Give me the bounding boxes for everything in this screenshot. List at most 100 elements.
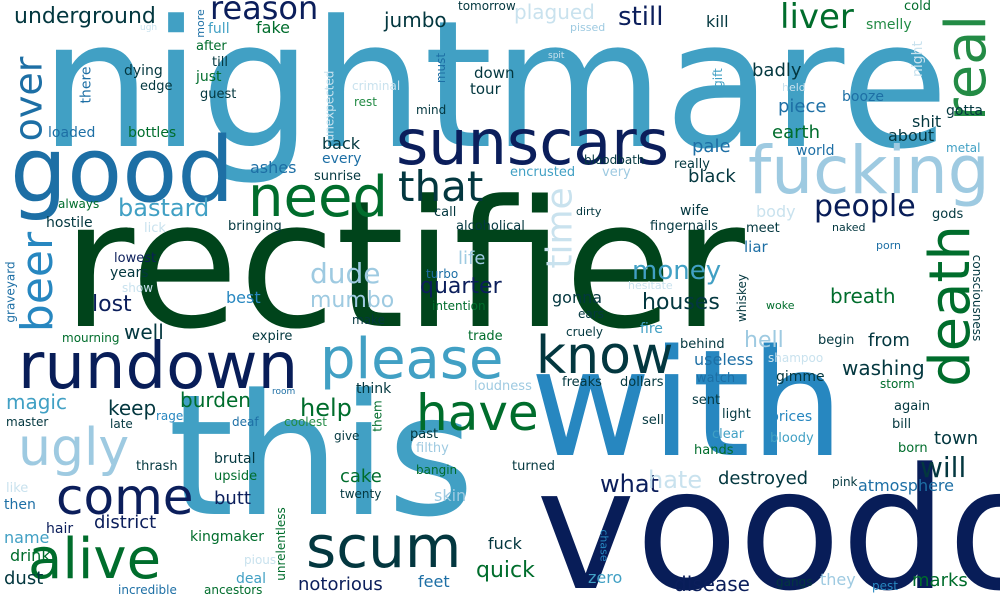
word: storm	[880, 377, 915, 391]
word: hate	[648, 466, 703, 494]
word: after	[196, 39, 227, 54]
word: really	[674, 157, 710, 172]
word: about	[888, 126, 935, 145]
word: give	[334, 429, 360, 443]
word: back	[322, 134, 361, 153]
word: gangs	[776, 575, 813, 589]
word: pink	[832, 475, 858, 489]
word: every	[322, 151, 362, 167]
word: best	[226, 288, 261, 307]
word: just	[196, 69, 222, 85]
word: fuck	[488, 534, 522, 553]
word: down	[474, 64, 515, 82]
word: metal	[946, 141, 981, 155]
word: dust	[4, 568, 44, 589]
word: filthy	[416, 441, 449, 456]
word: dying	[124, 63, 163, 79]
word: bill	[892, 417, 912, 432]
word: full	[208, 21, 230, 37]
word: plagued	[514, 0, 595, 24]
word: coolest	[284, 415, 327, 429]
word: lost	[92, 292, 132, 317]
word: sunrise	[314, 169, 361, 184]
word: bastard	[118, 194, 210, 222]
word: gift	[710, 68, 725, 88]
word: shampoo	[768, 351, 824, 365]
word: gonna	[552, 288, 603, 307]
word: that	[398, 162, 484, 211]
word: washing	[842, 356, 925, 380]
word: held	[782, 81, 806, 94]
word: kill	[706, 12, 729, 31]
word: sent	[692, 393, 721, 408]
word: expire	[252, 329, 293, 344]
word: body	[756, 202, 796, 221]
word: incredible	[118, 583, 177, 597]
word: ugh	[140, 23, 158, 33]
word: badly	[752, 60, 802, 81]
word: call	[434, 205, 457, 220]
word: help	[300, 394, 352, 422]
word: breath	[830, 284, 896, 308]
word: gimme	[776, 369, 825, 385]
word: always	[58, 197, 100, 211]
word: light	[722, 407, 751, 422]
word: please	[320, 327, 504, 392]
word: know	[536, 326, 674, 386]
word: late	[110, 417, 133, 431]
word: lowest	[114, 251, 157, 266]
word: burden	[180, 388, 251, 412]
word: consciousness	[970, 254, 985, 342]
word: marks	[912, 570, 968, 591]
word: dirty	[576, 205, 602, 218]
word: gods	[932, 207, 964, 222]
word: thrash	[136, 459, 178, 474]
word: must	[434, 52, 449, 84]
word: useless	[694, 350, 754, 369]
word: fingernails	[650, 219, 718, 234]
word: deaf	[232, 415, 259, 429]
word: again	[894, 399, 931, 414]
word: trade	[468, 329, 503, 344]
word: cake	[340, 466, 382, 487]
word: night	[910, 40, 927, 78]
word: brutal	[214, 451, 256, 467]
word: mind	[416, 103, 447, 117]
word: twenty	[340, 487, 382, 501]
word: encrusted	[510, 165, 576, 180]
word: butt	[214, 488, 251, 509]
word: think	[356, 381, 392, 397]
word: well	[124, 320, 164, 344]
word: kingmaker	[190, 529, 264, 545]
word: liver	[780, 0, 854, 37]
word: pissed	[570, 21, 606, 34]
word: earth	[772, 122, 820, 143]
word: sell	[642, 413, 664, 428]
word: cruely	[566, 325, 603, 339]
word: turned	[512, 459, 555, 474]
word: mourning	[62, 331, 120, 345]
word: from	[868, 330, 910, 351]
word: ugly	[18, 418, 130, 478]
word: liar	[744, 238, 768, 256]
word: jumbo	[384, 8, 447, 32]
word: unrelentless	[273, 507, 288, 581]
word: clear	[712, 427, 745, 442]
word: feet	[418, 572, 450, 591]
word: magic	[6, 390, 67, 414]
word: scum	[306, 513, 462, 581]
word: rage	[156, 409, 184, 423]
word: will	[920, 451, 967, 484]
word: keep	[108, 396, 157, 420]
word: world	[796, 143, 835, 159]
word: bloody	[770, 431, 814, 446]
word: fake	[256, 18, 290, 37]
word: quarter	[420, 274, 502, 299]
word: good	[10, 118, 235, 223]
word: have	[416, 384, 539, 442]
word: come	[56, 468, 194, 526]
word: make	[352, 313, 385, 327]
word: gotta	[946, 103, 984, 119]
word: bottles	[128, 125, 177, 141]
word: bloodbath	[584, 153, 645, 167]
